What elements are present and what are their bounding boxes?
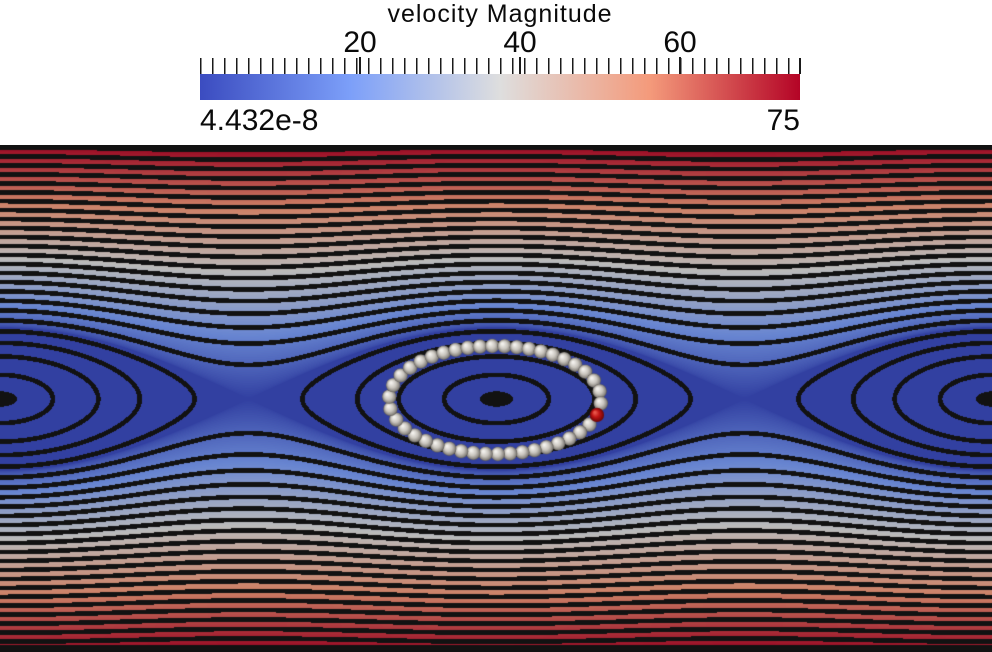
colorbar-tick-label: 20 bbox=[343, 26, 377, 59]
colorbar-max-label: 75 bbox=[766, 104, 800, 137]
colorbar-minor-ticks bbox=[200, 58, 801, 74]
colorbar-widget[interactable]: velocity Magnitude 20 40 60 4.432e-8 75 bbox=[0, 0, 992, 145]
colorbar-title: velocity Magnitude bbox=[387, 0, 613, 28]
render-viewport[interactable] bbox=[0, 145, 992, 652]
colorbar-range-labels: 4.432e-8 75 bbox=[200, 104, 800, 138]
colorbar-gradient-bar bbox=[200, 74, 800, 100]
colorbar-tick-label: 40 bbox=[503, 26, 537, 59]
flow-field-canvas[interactable] bbox=[0, 145, 992, 652]
colorbar-tick-labels: 20 40 60 bbox=[0, 26, 992, 59]
colorbar-min-label: 4.432e-8 bbox=[200, 104, 319, 137]
colorbar-tick-label: 60 bbox=[663, 26, 697, 59]
